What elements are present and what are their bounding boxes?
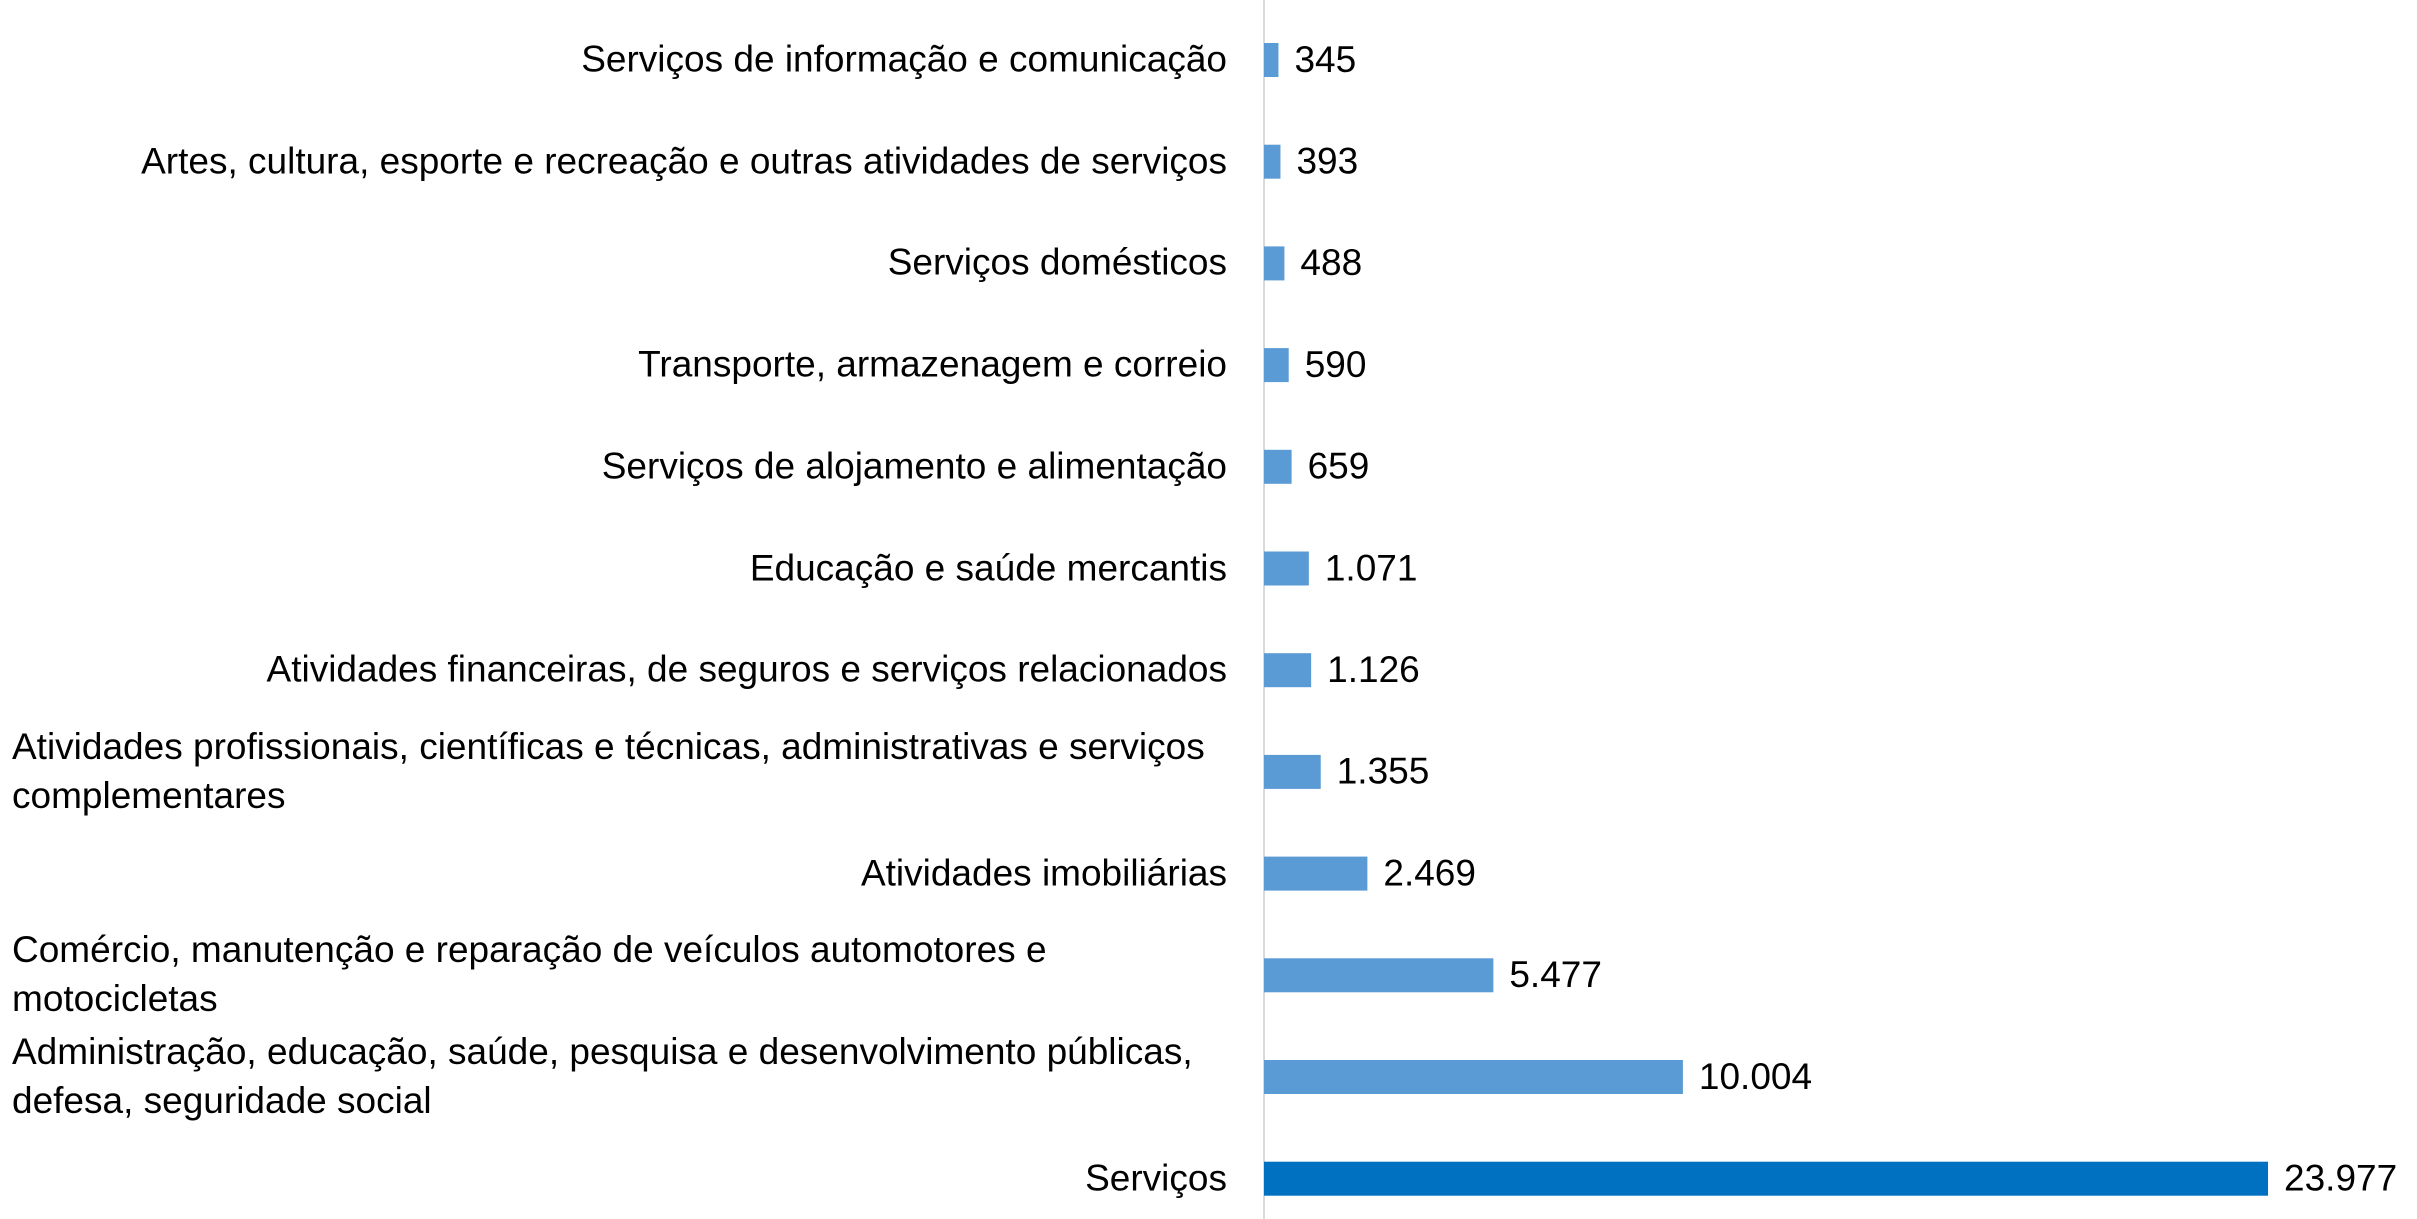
value-label: 659 (1308, 446, 1370, 487)
category-label: Serviços de alojamento e alimentação (601, 445, 1227, 487)
category-label: Serviços de informação e comunicação (581, 38, 1227, 80)
value-label: 488 (1300, 242, 1362, 283)
value-label: 2.469 (1383, 852, 1476, 893)
value-label: 1.355 (1337, 751, 1430, 792)
category-label: Serviços domésticos (887, 241, 1227, 283)
value-label: 5.477 (1509, 954, 1602, 995)
bar (1264, 1161, 2269, 1196)
bar (1264, 43, 1279, 77)
category-label: Comércio, manutenção e reparação de veíc… (12, 929, 1047, 1020)
category-label: Atividades profissionais, científicas e … (12, 726, 1205, 816)
bar (1264, 348, 1289, 383)
value-label: 590 (1305, 344, 1367, 385)
category-label: Atividades financeiras, de seguros e ser… (266, 648, 1227, 690)
bar (1264, 449, 1292, 484)
bar (1264, 856, 1368, 891)
bar (1264, 958, 1494, 993)
category-label: Administração, educação, saúde, pesquisa… (12, 1031, 1193, 1121)
bar (1264, 144, 1281, 179)
bar (1264, 754, 1321, 789)
bar (1264, 246, 1285, 281)
value-label: 1.126 (1327, 649, 1420, 690)
bar (1264, 1060, 1683, 1094)
category-label: Serviços (1085, 1157, 1227, 1199)
bar (1264, 653, 1312, 688)
bar (1264, 551, 1309, 586)
category-label: Artes, cultura, esporte e recreação e ou… (141, 140, 1227, 182)
value-label: 1.071 (1325, 547, 1418, 588)
category-label: Educação e saúde mercantis (749, 547, 1227, 589)
category-label: Atividades imobiliárias (860, 852, 1227, 894)
value-label: 23.977 (2284, 1157, 2397, 1198)
value-label: 345 (1294, 39, 1356, 80)
value-label: 10.004 (1699, 1056, 1812, 1097)
category-label: Transporte, armazenagem e correio (638, 343, 1227, 385)
value-label: 393 (1296, 140, 1358, 181)
